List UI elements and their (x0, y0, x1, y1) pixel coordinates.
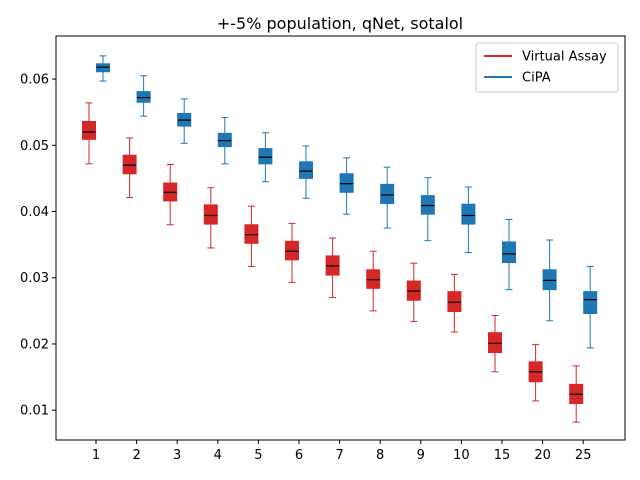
x-tick-label: 8 (376, 448, 384, 463)
x-tick-label: 7 (335, 448, 343, 463)
box (203, 187, 218, 249)
box-body (258, 148, 273, 165)
box-body (244, 224, 259, 244)
box-body (461, 203, 476, 225)
box (285, 222, 299, 283)
box-body (339, 173, 354, 193)
boxes (82, 55, 598, 423)
box (542, 239, 557, 322)
legend: Virtual Assay CiPA (475, 42, 619, 93)
box (96, 55, 110, 82)
box (583, 265, 598, 349)
box (447, 273, 462, 333)
box-body (583, 291, 598, 315)
plot-frame (55, 35, 626, 441)
x-tick-label: 9 (417, 448, 425, 463)
box (488, 314, 502, 373)
box (122, 137, 137, 199)
box (258, 132, 273, 183)
box-body (217, 132, 232, 148)
box (420, 177, 435, 242)
chart-title: +-5% population, qNet, sotalol (217, 14, 463, 33)
y-tick-label: 0.06 (20, 73, 49, 88)
x-tick-label: 2 (132, 448, 140, 463)
box-body (380, 183, 395, 205)
box-body (502, 241, 516, 264)
box (177, 98, 192, 144)
box-body (136, 91, 151, 103)
box-body (299, 161, 313, 179)
legend-label: Virtual Assay (522, 50, 607, 65)
box-body (122, 154, 137, 175)
box-body (542, 269, 557, 291)
y-tick-label: 0.05 (20, 139, 49, 154)
box-body (285, 240, 299, 261)
x-tick-label: 20 (534, 448, 551, 463)
box (325, 237, 340, 299)
x-tick-label: 10 (453, 448, 470, 463)
box (163, 163, 178, 226)
box (528, 344, 543, 402)
x-tick-label: 4 (214, 448, 222, 463)
box-body (82, 120, 96, 140)
x-tick-label: 6 (295, 448, 303, 463)
box (406, 262, 421, 322)
x-tick-label: 25 (575, 448, 592, 463)
box (136, 75, 151, 117)
box (461, 186, 476, 254)
box (82, 102, 96, 165)
y-tick-label: 0.01 (20, 404, 49, 419)
box (339, 157, 354, 215)
box-body (488, 332, 502, 354)
box-body (420, 195, 435, 215)
y-tick-label: 0.04 (20, 205, 49, 220)
box (569, 365, 584, 423)
legend-label: CiPA (522, 71, 551, 86)
box-body (366, 269, 381, 289)
box-body (203, 204, 218, 225)
x-axis: 1 2 3 4 5 6 7 8 9 10 15 20 25 (92, 440, 592, 463)
series-cipa (96, 55, 598, 349)
box (244, 205, 259, 267)
box (502, 218, 516, 291)
x-tick-label: 3 (173, 448, 181, 463)
x-tick-label: 1 (92, 448, 100, 463)
y-tick-label: 0.02 (20, 337, 49, 352)
box (366, 250, 381, 312)
x-tick-label: 5 (254, 448, 262, 463)
box (217, 116, 232, 165)
y-axis: 0.01 0.02 0.03 0.04 0.05 0.06 (20, 73, 56, 419)
box (380, 166, 395, 229)
box-body (447, 291, 462, 313)
box (299, 145, 313, 199)
x-tick-label: 15 (494, 448, 511, 463)
box-body (96, 63, 110, 73)
series-virtual-assay (82, 102, 584, 423)
y-tick-label: 0.03 (20, 271, 49, 286)
